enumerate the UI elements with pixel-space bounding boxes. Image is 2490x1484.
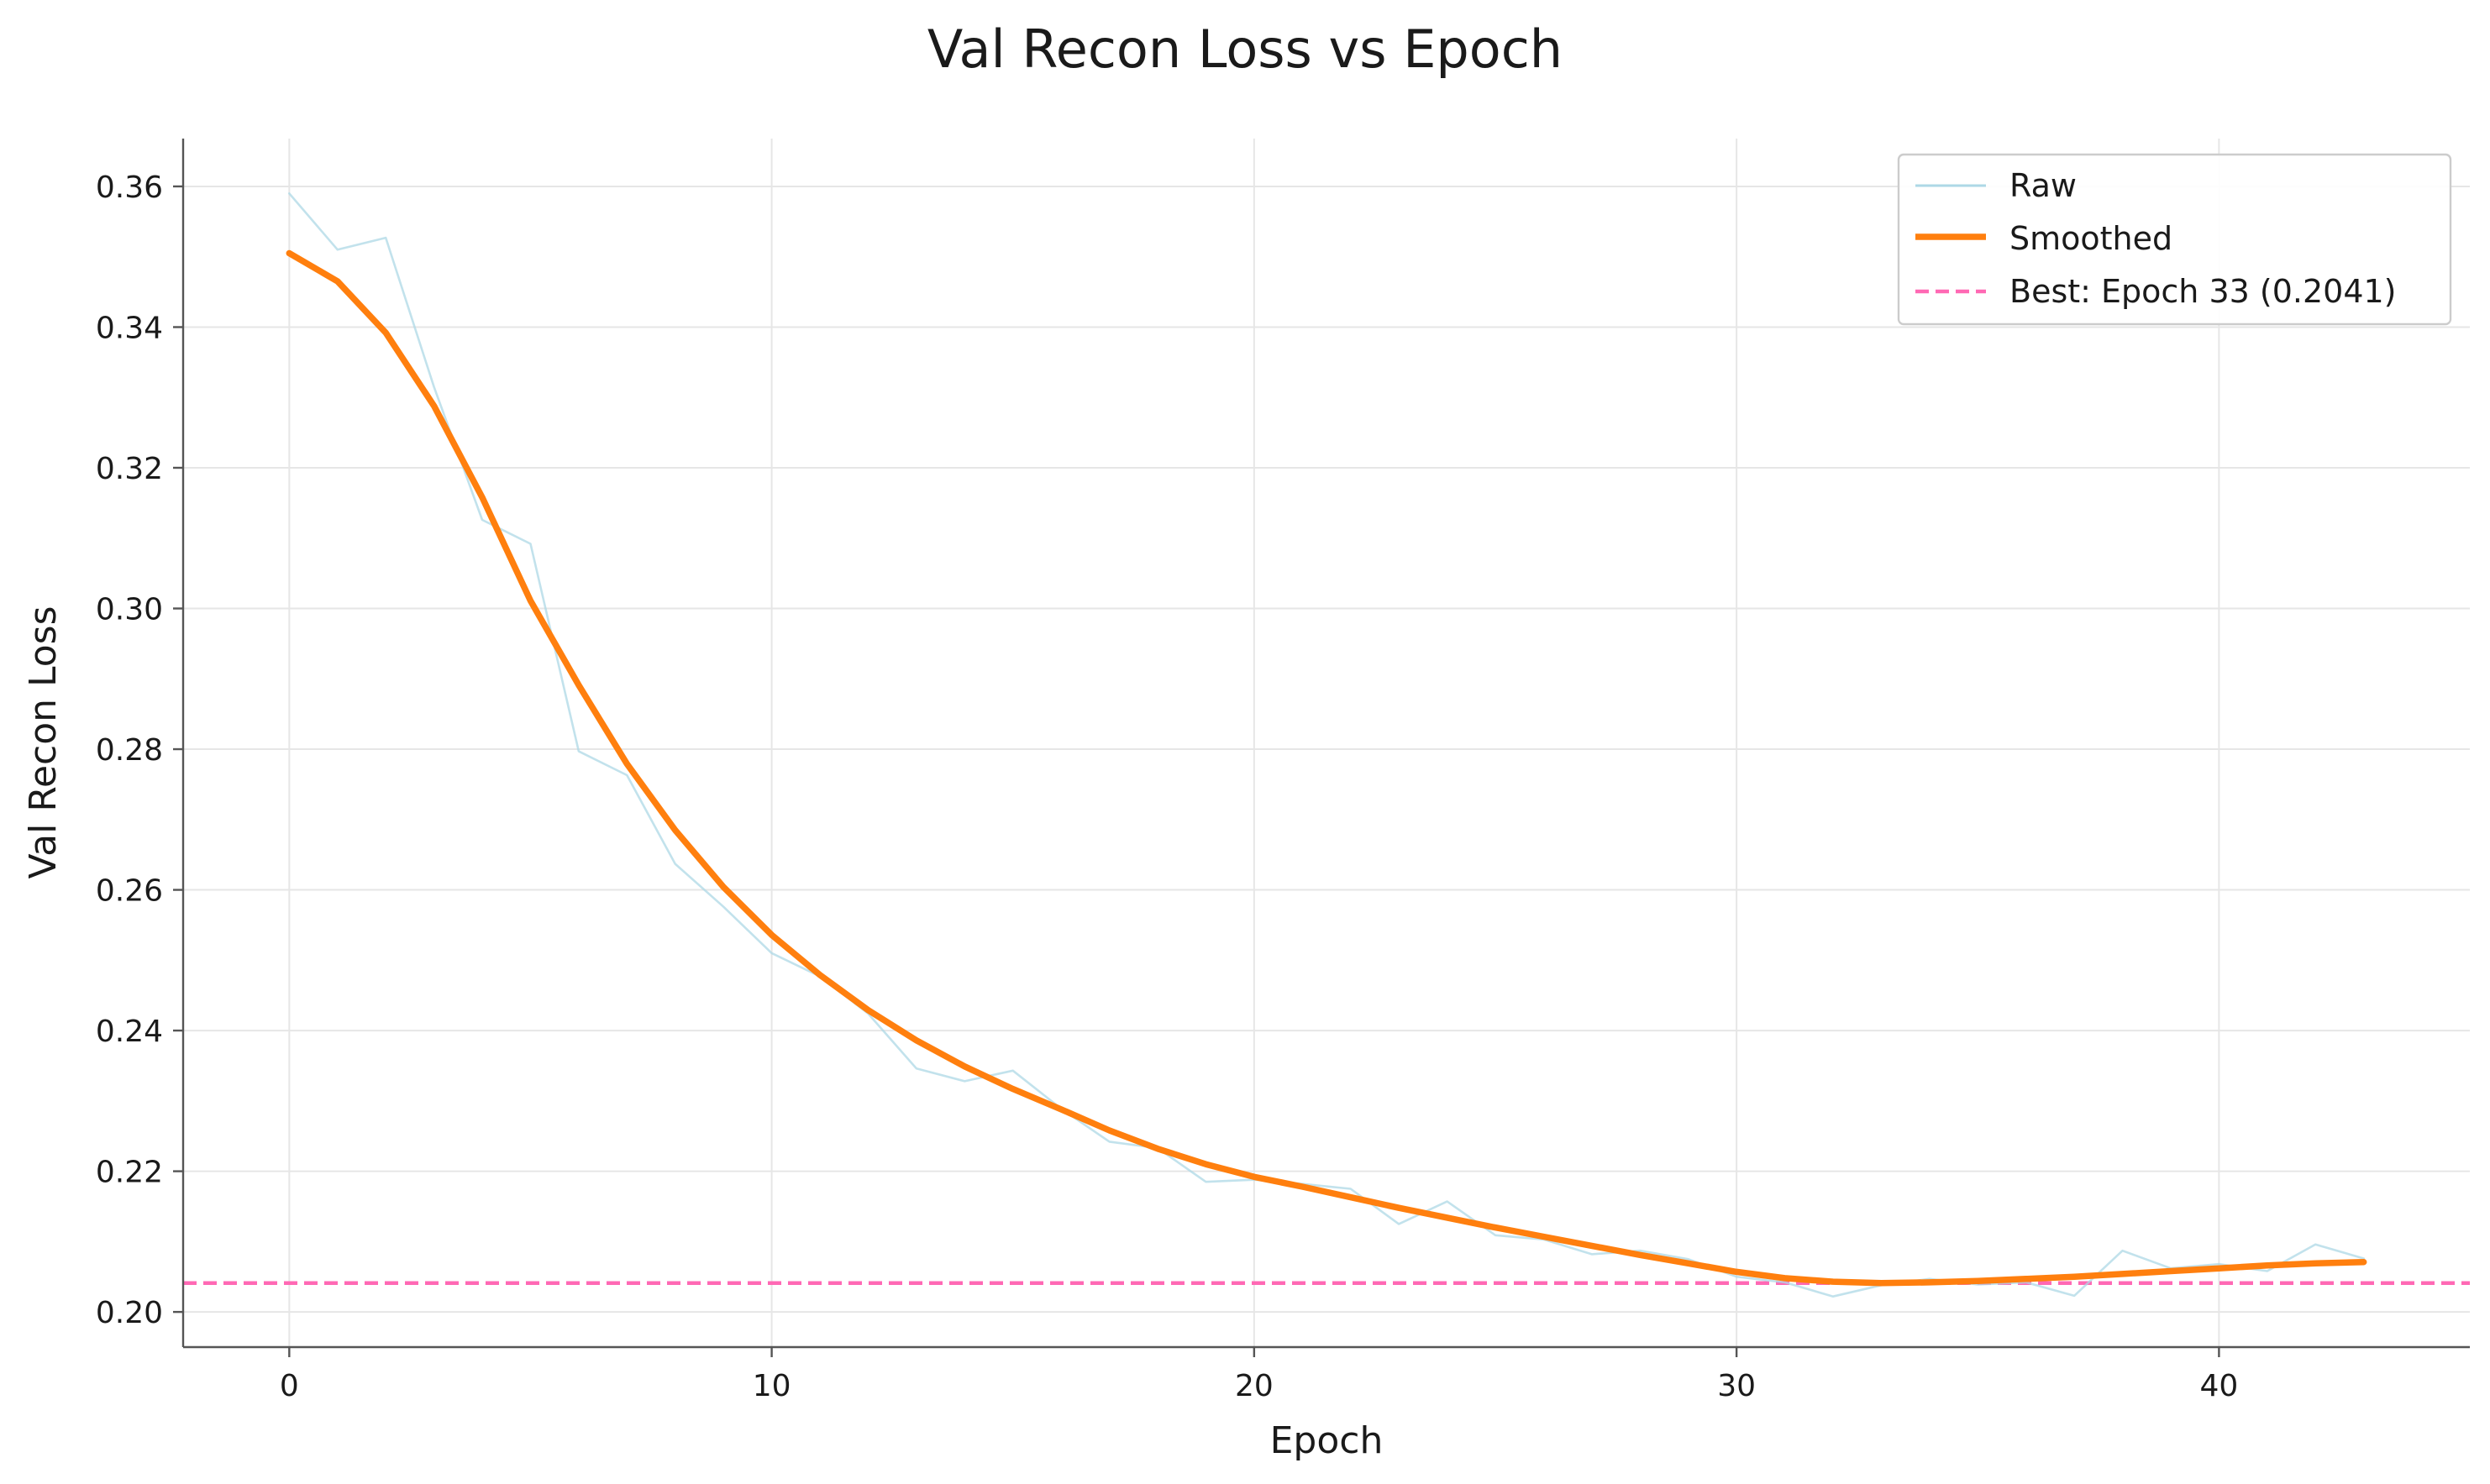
x-tick-label: 0 (280, 1369, 299, 1403)
y-tick-label: 0.30 (96, 593, 163, 627)
legend-label-raw: Raw (2009, 167, 2077, 204)
series-layer (286, 192, 2367, 1298)
x-tick-label: 20 (1235, 1369, 1274, 1403)
x-tick-label: 10 (753, 1369, 791, 1403)
x-tick-label: 30 (1717, 1369, 1756, 1403)
y-tick-label: 0.34 (96, 311, 163, 345)
x-tick-label: 40 (2199, 1369, 2238, 1403)
legend-box (1897, 153, 2452, 326)
y-tick-label: 0.24 (96, 1015, 163, 1049)
y-tick-label: 0.22 (96, 1156, 163, 1190)
y-tick-label: 0.26 (96, 874, 163, 909)
y-tick-label: 0.36 (96, 170, 163, 205)
ticks: 0 10 20 30 40 0.20 0.22 0.24 0.26 0.28 0.30 0.32 0.3… (96, 170, 2238, 1403)
y-tick-label: 0.32 (96, 452, 163, 486)
y-axis-title: Val Recon Loss (22, 606, 65, 878)
y-tick-label: 0.28 (96, 733, 163, 768)
axes (181, 139, 2470, 1349)
y-tick-label: 0.20 (96, 1296, 163, 1330)
legend-label-best: Best: Epoch 33 (0.2041) (2009, 273, 2397, 310)
x-axis-title: Epoch (1270, 1419, 1384, 1462)
chart-title: Val Recon Loss vs Epoch (927, 18, 1563, 80)
legend: Raw Smoothed Best: Epoch 33 (0.2041) (1897, 153, 2452, 326)
raw-series-line (287, 192, 2365, 1298)
legend-label-smoothed: Smoothed (2009, 220, 2172, 257)
smoothed-series-line (286, 249, 2367, 1287)
